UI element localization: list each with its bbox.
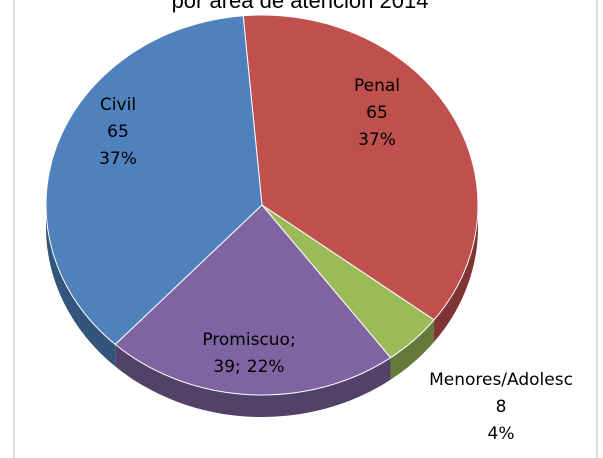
slice <box>242 14 479 321</box>
label-value: 39; <box>213 357 240 377</box>
slice-side-shade <box>46 205 116 367</box>
slice-side-shade <box>434 205 478 342</box>
slice-side <box>390 319 435 380</box>
slice-side <box>46 205 116 367</box>
data-label: Menores/Adolesc 8 4% <box>429 370 573 444</box>
label-value: 65 <box>366 103 388 123</box>
slice-side <box>115 344 391 418</box>
data-label: Promiscuo; 39; 22% <box>202 330 295 377</box>
label-value: 8 <box>496 397 507 417</box>
data-label: Civil 65 37% <box>99 95 137 169</box>
slice-side-shade <box>390 319 435 380</box>
slice-side <box>434 205 478 342</box>
label-percent: 37% <box>99 149 137 169</box>
slice-side-shade <box>115 344 391 418</box>
label-value: 65 <box>107 122 129 142</box>
label-category: Menores/Adolesc <box>429 370 573 390</box>
slice <box>45 15 263 346</box>
chart-title: por área de atención 2014 <box>172 0 429 13</box>
label-category: Civil <box>100 95 136 115</box>
label-percent: 4% <box>488 424 515 444</box>
label-percent: 22% <box>247 357 285 377</box>
label-percent: 37% <box>358 130 396 150</box>
slice <box>114 204 392 396</box>
data-label: Penal 65 37% <box>354 76 400 150</box>
label-category: Promiscuo; <box>202 330 295 350</box>
label-category: Penal <box>354 76 400 96</box>
